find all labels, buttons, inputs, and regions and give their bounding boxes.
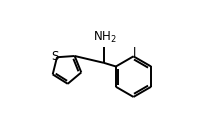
Text: NH$_2$: NH$_2$ (93, 30, 116, 45)
Text: I: I (133, 46, 136, 59)
Text: S: S (52, 50, 59, 63)
